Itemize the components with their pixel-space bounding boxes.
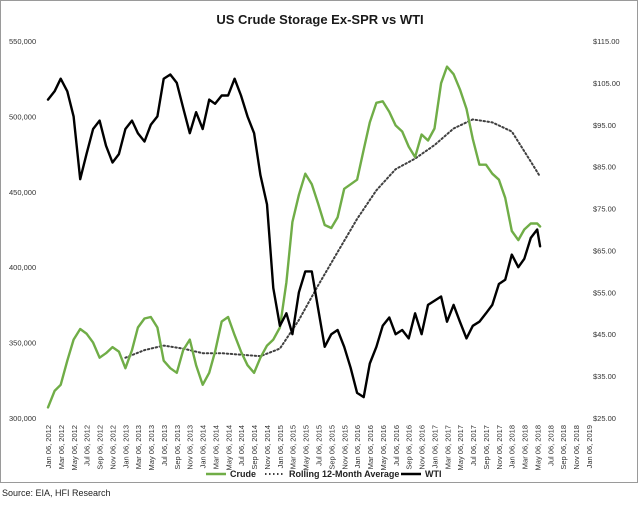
left-axis-tick: 300,000 [9,414,36,423]
right-axis-ticks: $25.00 $35.00 $45.00 $55.00 $65.00 $75.00 $85.… [593,37,620,423]
chart-frame: US Crude Storage Ex-SPR vs WTI 300,000 35… [0,0,638,483]
left-axis-tick: 500,000 [9,112,36,121]
x-axis-tick: Jan 06, 2012 [44,425,53,468]
x-axis-tick: May 06, 2017 [456,425,465,470]
x-axis-tick: Nov 06, 2014 [263,425,272,470]
right-axis-tick: $105.00 [593,79,620,88]
x-axis-tick: Mar 06, 2014 [211,425,220,469]
legend: Crude Rolling 12-Month Average WTI [206,469,442,479]
source-note: Source: EIA, HFI Research [2,488,111,498]
x-axis-tick: Jul 06, 2017 [469,425,478,466]
right-axis-tick: $75.00 [593,205,616,214]
x-axis-tick: Sep 06, 2017 [482,425,491,470]
x-axis-tick: Jul 06, 2014 [237,425,246,466]
right-axis-tick: $25.00 [593,414,616,423]
x-axis-tick: Mar 06, 2018 [521,425,530,469]
left-axis-tick: 400,000 [9,263,36,272]
x-axis-tick: May 06, 2015 [302,425,311,470]
line-chart: US Crude Storage Ex-SPR vs WTI 300,000 35… [9,12,620,479]
x-axis-tick: Jan 06, 2017 [430,425,439,468]
x-axis-tick: Jan 06, 2019 [585,425,594,468]
right-axis-tick: $65.00 [593,246,616,255]
x-axis-tick: Sep 06, 2014 [250,425,259,470]
x-axis-tick: May 06, 2014 [224,425,233,470]
x-axis-tick: Mar 06, 2013 [134,425,143,469]
x-axis-tick: Jan 06, 2016 [353,425,362,468]
series-lines [46,65,542,409]
x-axis-tick: Mar 06, 2017 [443,425,452,469]
x-axis-tick: Jul 06, 2018 [546,425,555,466]
x-axis-tick: Nov 06, 2015 [340,425,349,470]
left-axis-tick: 450,000 [9,188,36,197]
x-axis-tick: Nov 06, 2018 [572,425,581,470]
right-axis-tick: $115.00 [593,37,620,46]
x-axis-tick: Jul 06, 2013 [160,425,169,466]
right-axis-tick: $45.00 [593,330,616,339]
x-axis-tick: Sep 06, 2016 [405,425,414,470]
series-line-wti [46,73,542,399]
x-axis-tick: Mar 06, 2012 [57,425,66,469]
legend-label: Rolling 12-Month Average [289,469,399,479]
x-axis-tick: May 06, 2013 [147,425,156,470]
right-axis-tick: $85.00 [593,163,616,172]
x-axis-tick: Jan 06, 2014 [199,425,208,468]
x-axis-tick: Sep 06, 2015 [327,425,336,470]
x-axis-tick: Jul 06, 2012 [83,425,92,466]
x-axis-tick: Nov 06, 2013 [186,425,195,470]
legend-label: WTI [425,469,442,479]
series-line-crude [46,65,542,409]
x-axis-tick: Jul 06, 2015 [315,425,324,466]
x-axis-tick: Sep 06, 2013 [173,425,182,470]
legend-label: Crude [230,469,256,479]
left-axis-tick: 350,000 [9,339,36,348]
x-axis-tick: May 06, 2016 [379,425,388,470]
x-axis-tick: Sep 06, 2018 [559,425,568,470]
x-axis-tick: May 06, 2012 [70,425,79,470]
x-axis-tick: Nov 06, 2016 [418,425,427,470]
x-axis-tick: Jan 06, 2018 [508,425,517,468]
x-axis-tick: Nov 06, 2017 [495,425,504,470]
chart-title: US Crude Storage Ex-SPR vs WTI [216,12,423,27]
x-axis-ticks: Jan 06, 2012 Mar 06, 2012 May 06, 2012 Jul … [44,425,594,470]
x-axis-tick: Jan 06, 2015 [276,425,285,468]
left-axis-ticks: 300,000 350,000 400,000 450,000 500,000 550,0… [9,37,36,423]
x-axis-tick: Jul 06, 2016 [392,425,401,466]
x-axis-tick: Mar 06, 2016 [366,425,375,469]
x-axis-tick: Nov 06, 2012 [108,425,117,470]
right-axis-tick: $35.00 [593,372,616,381]
series-line-rolling-12-month-average [124,118,542,359]
right-axis-tick: $55.00 [593,288,616,297]
right-axis-tick: $95.00 [593,121,616,130]
x-axis-tick: Jan 06, 2013 [121,425,130,468]
x-axis-tick: Mar 06, 2015 [289,425,298,469]
left-axis-tick: 550,000 [9,37,36,46]
x-axis-tick: May 06, 2018 [533,425,542,470]
x-axis-tick: Sep 06, 2012 [96,425,105,470]
